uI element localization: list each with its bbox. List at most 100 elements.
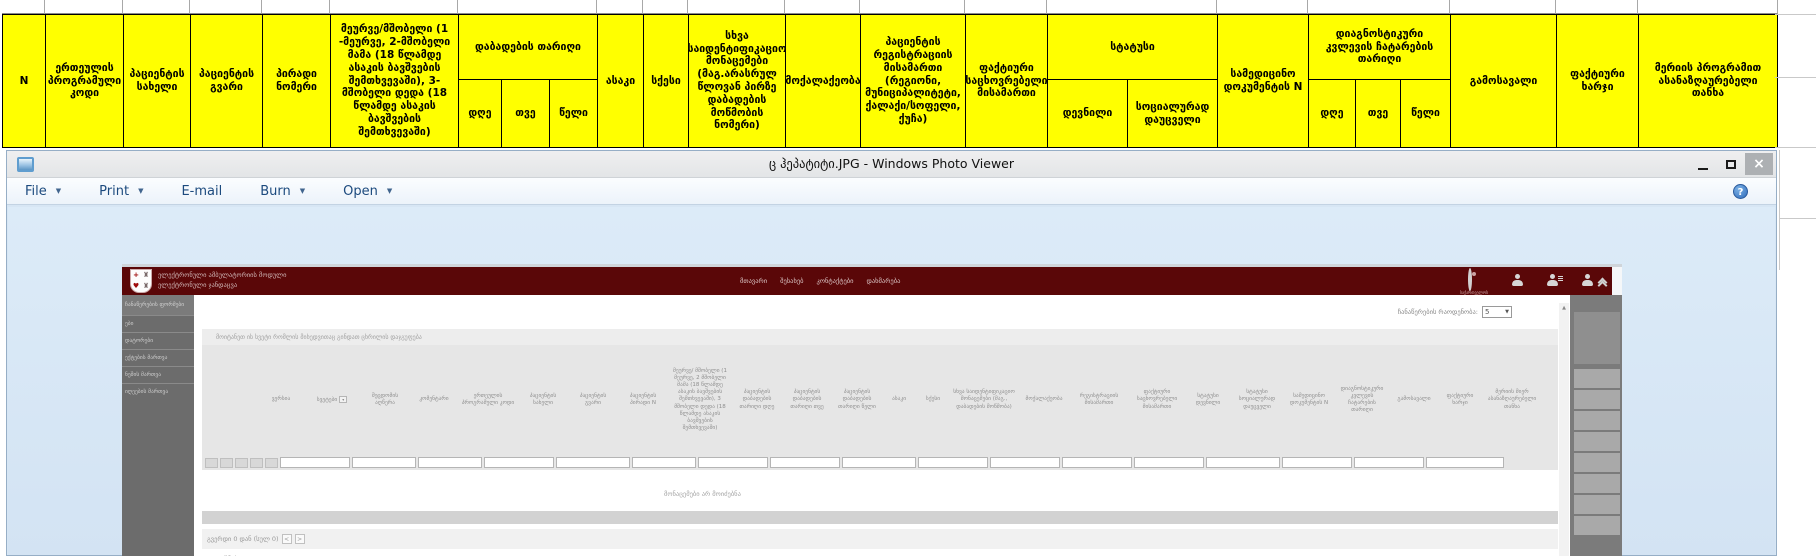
right-strip-cell bbox=[1574, 390, 1620, 409]
sidebar-item: იღეების მართვა bbox=[122, 383, 194, 400]
sidebar-item: დატორები bbox=[122, 332, 194, 349]
sheet-header-cell[interactable]: პაციენტის სახელი bbox=[123, 14, 190, 147]
sheet-top-cell[interactable] bbox=[1047, 0, 1217, 14]
sheet-header-cell[interactable]: N bbox=[2, 14, 45, 147]
sheet-header-cell[interactable]: ფაქტიური საცხოვრებელი მისამართი bbox=[965, 14, 1047, 147]
grid-column-header: სქესი bbox=[925, 396, 941, 403]
sheet-top-cell[interactable] bbox=[45, 0, 123, 14]
filter-input bbox=[1282, 457, 1352, 468]
help-icon[interactable]: ? bbox=[1733, 184, 1748, 199]
sheet-top-cell[interactable] bbox=[965, 0, 1047, 14]
sheet-header-cell[interactable]: პირადი ნომერი bbox=[262, 14, 330, 147]
grid-column-headers: ვერსია სვეტები ▾ შეცდომის აღწერა კომენტარი ერ… bbox=[202, 345, 1558, 455]
sheet-header-cell[interactable]: მეურვე/მშობელი (1 -მეურვე, 2-მშობელი მამ… bbox=[330, 14, 458, 147]
city-hall-emblem-icon: + ♜ ♥ ♜ bbox=[130, 269, 152, 293]
sheet-header-cell[interactable]: თვე bbox=[501, 79, 549, 147]
sheet-header-cell[interactable]: თვე bbox=[1355, 79, 1400, 147]
menu-item-file[interactable]: File ▼ bbox=[25, 184, 61, 199]
menu-item-email[interactable]: E-mail bbox=[181, 184, 222, 199]
sheet-column: სტატუსი დევნილი სოციალურად დაუცველი bbox=[1047, 0, 1217, 147]
grid-column-header: სტატუსი სოციალურად დაუცველი bbox=[1238, 389, 1276, 410]
viewer-content-area: + ♜ ♥ ♜ ელექტრონული ამბულატორიის მოდული ელე… bbox=[8, 207, 1775, 556]
sheet-header-cell[interactable]: წელი bbox=[549, 79, 597, 147]
sheet-header-cell[interactable]: სოციალურად დაუცველი bbox=[1127, 79, 1217, 147]
window-title: ც ჰეპატიტი.JPG - Windows Photo Viewer bbox=[768, 156, 1015, 171]
webpage-app-title-line2: ელექტრონული ჯანდაცვა bbox=[158, 280, 238, 289]
sheet-top-cell[interactable] bbox=[2, 0, 45, 14]
sheet-header-cell[interactable]: მერიის პროგრამით ასანაზღაურებელი თანხა bbox=[1638, 14, 1778, 147]
grid-column-header: პაციენტის პირადი N bbox=[629, 392, 657, 406]
sheet-header-cell[interactable]: პაციენტის გვარი bbox=[190, 14, 262, 147]
sheet-top-cell[interactable] bbox=[860, 0, 965, 14]
sheet-top-cell[interactable] bbox=[1556, 0, 1638, 14]
menu-item-label: Open bbox=[343, 183, 378, 199]
webpage-nav-item: კონტაქტები bbox=[816, 277, 854, 285]
sheet-header-cell[interactable]: სხვა საიდენტიფიკაციო მონაცემები (მაგ.არა… bbox=[688, 14, 785, 147]
sheet-column: პაციენტის რეგისტრაციის მისამართი (რეგიონ… bbox=[860, 0, 965, 147]
webpage-nav: მთავარი შესახებ კონტაქტები დახმარება bbox=[740, 267, 900, 295]
sheet-header-cell[interactable]: დიაგნოსტიკური კვლევის ჩატარების თარიღი bbox=[1308, 14, 1450, 79]
sheet-header-cell[interactable]: დღე bbox=[1308, 79, 1355, 147]
sidebar-item: ნეშის მართვა bbox=[122, 366, 194, 383]
dropdown-icon: ▾ bbox=[339, 395, 348, 403]
sheet-top-cell[interactable] bbox=[785, 0, 860, 14]
sheet-top-cell[interactable] bbox=[1450, 0, 1556, 14]
close-button[interactable]: × bbox=[1745, 153, 1773, 175]
filter-input bbox=[990, 457, 1060, 468]
sheet-top-cell[interactable] bbox=[1217, 0, 1308, 14]
user-icon bbox=[1581, 274, 1594, 286]
sheet-header-cell[interactable]: ასაკი bbox=[597, 14, 643, 147]
sheet-header-cell[interactable]: სამედიცინო დოკუმენტის N bbox=[1217, 14, 1308, 147]
menu-item-print[interactable]: Print ▼ bbox=[99, 184, 143, 199]
sheet-header-cell[interactable]: ფაქტიური ხარჯი bbox=[1556, 14, 1638, 147]
sheet-top-cell[interactable] bbox=[643, 0, 688, 14]
sheet-column: სქესი bbox=[643, 0, 688, 147]
sheet-top-cell[interactable] bbox=[597, 0, 643, 14]
sheet-column: N bbox=[2, 0, 45, 147]
webpage-content-panel: ჩანაწერების რაოდენობა: 5 ▼ მოიტანეთ ის ს… bbox=[194, 295, 1570, 556]
sheet-top-cell[interactable] bbox=[330, 0, 458, 14]
sheet-header-cell[interactable]: დაბადების თარიღი bbox=[458, 14, 597, 79]
sheet-gridline bbox=[1775, 14, 1816, 15]
webpage-header-bar: + ♜ ♥ ♜ ელექტრონული ამბულატორიის მოდული ელე… bbox=[122, 267, 1612, 300]
filter-input bbox=[484, 457, 554, 468]
grid-filter-row bbox=[202, 455, 1558, 470]
user-list-icon bbox=[1546, 274, 1563, 286]
sheet-column: მოქალაქეობა bbox=[785, 0, 860, 147]
filter-input bbox=[842, 457, 916, 468]
sheet-top-cell[interactable] bbox=[123, 0, 190, 14]
title-bar[interactable]: ც ჰეპატიტი.JPG - Windows Photo Viewer × bbox=[7, 151, 1776, 178]
grid-column-header: შეცდომის აღწერა bbox=[371, 392, 399, 406]
sheet-column: ასაკი bbox=[597, 0, 643, 147]
grid-column-header: პაციენტის დაბადების თარიღი წელი bbox=[838, 389, 876, 410]
sheet-header-cell[interactable]: გამოსავალი bbox=[1450, 14, 1556, 147]
chevron-down-icon: ▼ bbox=[55, 187, 62, 195]
menu-bar: File ▼ Print ▼ E-mail Burn ▼ Open ▼? bbox=[7, 178, 1776, 205]
displayed-photo[interactable]: + ♜ ♥ ♜ ელექტრონული ამბულატორიის მოდული ელე… bbox=[122, 264, 1622, 556]
sheet-top-cell[interactable] bbox=[688, 0, 785, 14]
sheet-header-cell[interactable]: პაციენტის რეგისტრაციის მისამართი (რეგიონ… bbox=[860, 14, 965, 147]
grid-pagination: გვერდი 0 დან (სულ 0) < > bbox=[202, 529, 1558, 549]
sheet-top-cell[interactable] bbox=[458, 0, 597, 14]
menu-item-burn[interactable]: Burn ▼ bbox=[260, 184, 305, 199]
sheet-top-cell[interactable] bbox=[1308, 0, 1450, 14]
maximize-button[interactable] bbox=[1717, 153, 1745, 175]
sheet-header-cell[interactable]: წელი bbox=[1400, 79, 1450, 147]
sheet-header-cell[interactable]: მოქალაქეობა bbox=[785, 14, 860, 147]
minimize-button[interactable] bbox=[1689, 153, 1717, 175]
menu-item-label: E-mail bbox=[181, 183, 223, 199]
menu-item-open[interactable]: Open ▼ bbox=[343, 184, 392, 199]
sheet-header-cell[interactable]: ერთეულის პროგრამული კოდი bbox=[45, 14, 123, 147]
grid-column-header: მეურვე/ მშობელი (1 მეურვე, 2 მშობელი მამ… bbox=[673, 367, 727, 431]
sheet-header-cell[interactable]: სქესი bbox=[643, 14, 688, 147]
menu-item-label: Burn bbox=[260, 183, 291, 199]
sheet-top-cell[interactable] bbox=[1638, 0, 1778, 14]
right-strip-cell bbox=[1574, 369, 1620, 388]
sheet-header-cell[interactable]: დღე bbox=[458, 79, 501, 147]
grid-group-hint-bar: მოიტანეთ ის სვეტი რომლის მიხედვითაც გინდ… bbox=[202, 329, 1558, 345]
sheet-header-cell[interactable]: დევნილი bbox=[1047, 79, 1127, 147]
sheet-top-cell[interactable] bbox=[190, 0, 262, 14]
sheet-header-cell[interactable]: სტატუსი bbox=[1047, 14, 1217, 79]
sheet-top-cell[interactable] bbox=[262, 0, 330, 14]
menu-item-label: Print bbox=[99, 183, 130, 199]
